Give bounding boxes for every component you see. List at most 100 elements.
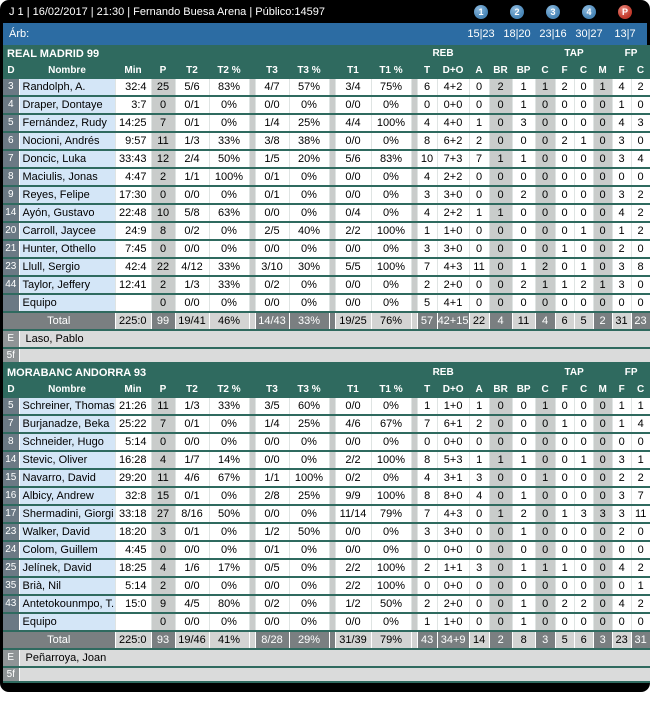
col-spacer <box>411 62 418 79</box>
col-header-18: M <box>593 62 613 79</box>
stat-cell: 33% <box>209 132 250 151</box>
stat-cell: 100% <box>371 487 412 506</box>
stat-cell: 3/10 <box>255 258 290 277</box>
stat-cell: 1 <box>631 451 650 470</box>
player-name: Equipo <box>19 294 116 313</box>
stat-cell: 0/0 <box>335 132 372 151</box>
stat-cell: 3 <box>612 276 632 295</box>
stat-cell: 1 <box>512 96 536 115</box>
stat-cell: 80% <box>209 595 250 614</box>
col-spacer <box>329 150 336 169</box>
stat-cell: 5/8 <box>175 204 210 223</box>
stat-cell: 83% <box>209 79 250 97</box>
stat-cell: 0% <box>371 204 412 223</box>
stat-cell: 3 <box>593 505 613 524</box>
stat-cell: 0 <box>555 487 575 506</box>
stat-cell: 11 <box>469 258 490 277</box>
col-spacer <box>329 433 336 452</box>
total-stat-cell: 93 <box>151 631 176 650</box>
col-spacer <box>329 595 336 614</box>
stat-cell: 0 <box>555 577 575 596</box>
period-badges: 1 2 3 4 P <box>463 4 647 19</box>
stat-cell: 4/6 <box>175 469 210 488</box>
col-spacer <box>329 577 336 596</box>
stat-cell: 8 <box>631 258 650 277</box>
stat-cell: 0 <box>574 294 594 313</box>
stat-cell: 1 <box>631 577 650 596</box>
stat-cell: 2/2 <box>335 559 372 578</box>
stat-cell: 33:43 <box>115 150 152 169</box>
stat-cell: 0 <box>574 559 594 578</box>
stat-cell: 0 <box>512 294 536 313</box>
stat-cell: 0 <box>612 613 632 632</box>
stat-cell: 0 <box>535 595 556 614</box>
stat-cell: 0 <box>631 294 650 313</box>
stat-cell: 0% <box>289 186 330 205</box>
stat-cell: 0% <box>289 168 330 187</box>
stat-cell: 100% <box>371 451 412 470</box>
stat-cell: 0 <box>489 114 513 133</box>
stat-cell: 50% <box>209 150 250 169</box>
stat-cell: 3+1 <box>437 469 470 488</box>
stat-cell: 5:14 <box>115 577 152 596</box>
stat-cell: 29:20 <box>115 469 152 488</box>
group-header-gap <box>593 364 613 381</box>
period-badge-1[interactable]: 1 <box>474 4 488 19</box>
player-row: 23 Walker, David 18:20 3 0/1 0% 1/2 50% 0/0 0% 3 3+… <box>3 523 650 542</box>
col-header-9: T1 % <box>371 381 411 398</box>
col-spacer <box>329 276 336 295</box>
stat-cell: 14% <box>209 451 250 470</box>
stat-cell: 0 <box>574 150 594 169</box>
col-spacer <box>411 79 418 97</box>
col-spacer <box>329 505 336 524</box>
stat-cell: 0 <box>612 294 632 313</box>
col-spacer <box>249 433 256 452</box>
period-badge-P[interactable]: P <box>618 4 632 19</box>
col-header-6: T3 <box>255 62 289 79</box>
stat-cell: 0 <box>555 398 575 416</box>
col-header-15: C <box>535 381 556 398</box>
title-bar: J 1 | 16/02/2017 | 21:30 | Fernando Bues… <box>3 0 647 23</box>
stat-cell: 1 <box>469 204 490 223</box>
stat-cell: 0 <box>555 168 575 187</box>
col-spacer <box>329 523 336 542</box>
col-header-12: A <box>469 62 490 79</box>
period-badge-3[interactable]: 3 <box>546 4 560 19</box>
stat-cell: 2 <box>612 240 632 259</box>
stat-cell: 0 <box>593 150 613 169</box>
col-header-11: D+O <box>437 381 470 398</box>
stat-cell: 0% <box>209 523 250 542</box>
col-header-7: T3 % <box>289 381 329 398</box>
stat-cell: 0 <box>469 541 490 560</box>
stat-cell: 0 <box>469 168 490 187</box>
stat-cell: 0/1 <box>175 523 210 542</box>
stat-cell: 0/0 <box>255 294 290 313</box>
col-spacer <box>411 505 418 524</box>
stat-cell: 0 <box>631 433 650 452</box>
total-stat-cell: 11 <box>512 312 536 331</box>
col-spacer <box>249 523 256 542</box>
stat-cell: 0 <box>574 541 594 560</box>
stat-cell: 4+0 <box>437 114 470 133</box>
stat-cell: 0 <box>574 613 594 632</box>
stat-cell: 0 <box>535 294 556 313</box>
col-spacer <box>329 613 336 632</box>
period-badge-cell: 3 <box>535 4 571 19</box>
stat-cell: 5+3 <box>437 451 470 470</box>
period-badge-4[interactable]: 4 <box>582 4 596 19</box>
total-stat-cell: 5 <box>555 631 575 650</box>
period-badge-2[interactable]: 2 <box>510 4 524 19</box>
col-spacer <box>411 415 418 434</box>
stat-cell: 1 <box>489 204 513 223</box>
stat-cell: 1 <box>555 240 575 259</box>
total-stat-cell: 2 <box>593 312 613 331</box>
stat-cell: 50% <box>371 595 412 614</box>
stat-cell: 1 <box>574 451 594 470</box>
stat-cell: 0/1 <box>255 168 290 187</box>
col-spacer <box>329 381 335 398</box>
col-spacer <box>249 62 255 79</box>
stat-cell: 0/0 <box>175 541 210 560</box>
col-spacer <box>411 150 418 169</box>
stat-cell: 2/2 <box>335 222 372 241</box>
stat-cell: 0% <box>371 541 412 560</box>
